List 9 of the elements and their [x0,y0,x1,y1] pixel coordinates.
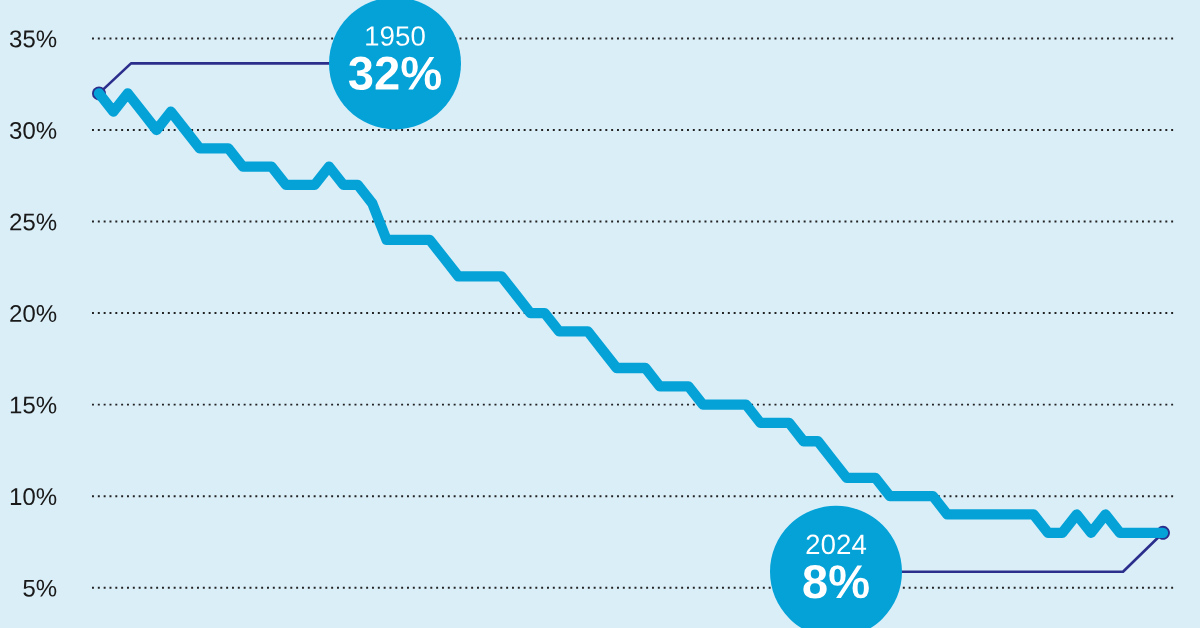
y-tick-label: 5% [23,579,57,597]
annotation: 1950 32% [348,26,442,91]
y-tick-label: 15% [10,396,57,414]
y-tick-label: 35% [9,30,57,48]
y-tick-label: 25% [10,213,57,231]
annotation: 2024 8% [803,534,869,599]
y-tick-label: 20% [10,305,57,323]
y-tick-label: 30% [9,121,57,139]
y-tick-label: 10% [10,488,57,506]
